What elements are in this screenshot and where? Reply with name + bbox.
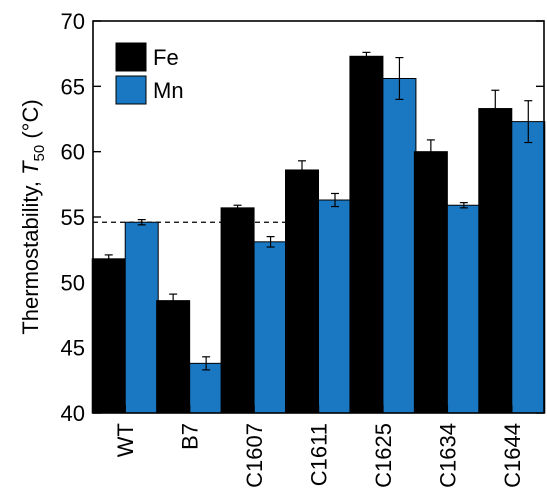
y-axis-label-subscript: 50	[31, 145, 48, 162]
x-tick-label: C1644	[500, 423, 525, 488]
bar-mn-b7	[189, 362, 224, 414]
bar-mn-c1625	[382, 77, 417, 414]
x-tick-label: C1607	[242, 423, 267, 488]
bar-fe-wt	[91, 258, 126, 414]
bar-fe-c1634	[413, 151, 448, 414]
y-tick-label: 60	[61, 140, 85, 165]
x-tick-label: C1611	[307, 423, 332, 486]
x-tick-label: WT	[113, 423, 138, 457]
y-tick-label: 50	[61, 270, 85, 295]
bar-fe-c1611	[285, 169, 319, 414]
bars	[91, 51, 546, 414]
bar-mn-wt	[124, 221, 159, 414]
y-tick-label: 55	[61, 205, 85, 230]
bar-mn-c1644	[511, 121, 546, 414]
legend: Fe Mn	[115, 42, 184, 105]
bar-mn-c1611	[318, 199, 352, 414]
bar-mn-c1634	[446, 204, 481, 414]
bar-fe-c1625	[349, 55, 384, 414]
y-tick-label: 40	[61, 401, 85, 426]
y-axis-label-suffix: (°C)	[18, 99, 43, 144]
legend-label-mn: Mn	[153, 78, 184, 103]
bar-fe-c1607	[220, 207, 255, 414]
legend-swatch-fe	[115, 42, 147, 72]
y-axis-ticks: 40 45 50 55 60 65 70	[61, 9, 544, 426]
y-tick-label: 70	[61, 9, 85, 34]
y-axis-label-var: T	[18, 160, 43, 175]
bar-mn-c1607	[253, 241, 288, 414]
y-axis-label-prefix: Thermostability,	[18, 175, 43, 335]
y-axis-label: Thermostability, T50 (°C)	[18, 99, 48, 334]
bar-fe-b7	[156, 300, 191, 414]
x-tick-label: C1625	[371, 423, 396, 488]
x-tick-label: C1634	[435, 423, 460, 488]
y-tick-label: 45	[61, 336, 85, 361]
bar-fe-c1644	[478, 108, 513, 414]
x-tick-label: B7	[178, 423, 203, 450]
plot-frame	[92, 20, 545, 414]
y-tick-label: 65	[61, 74, 85, 99]
legend-swatch-mn	[115, 75, 147, 105]
x-axis-ticks: WT B7 C1607 C1611 C1625 C1634 C1644	[113, 405, 525, 488]
legend-label-fe: Fe	[153, 45, 179, 70]
